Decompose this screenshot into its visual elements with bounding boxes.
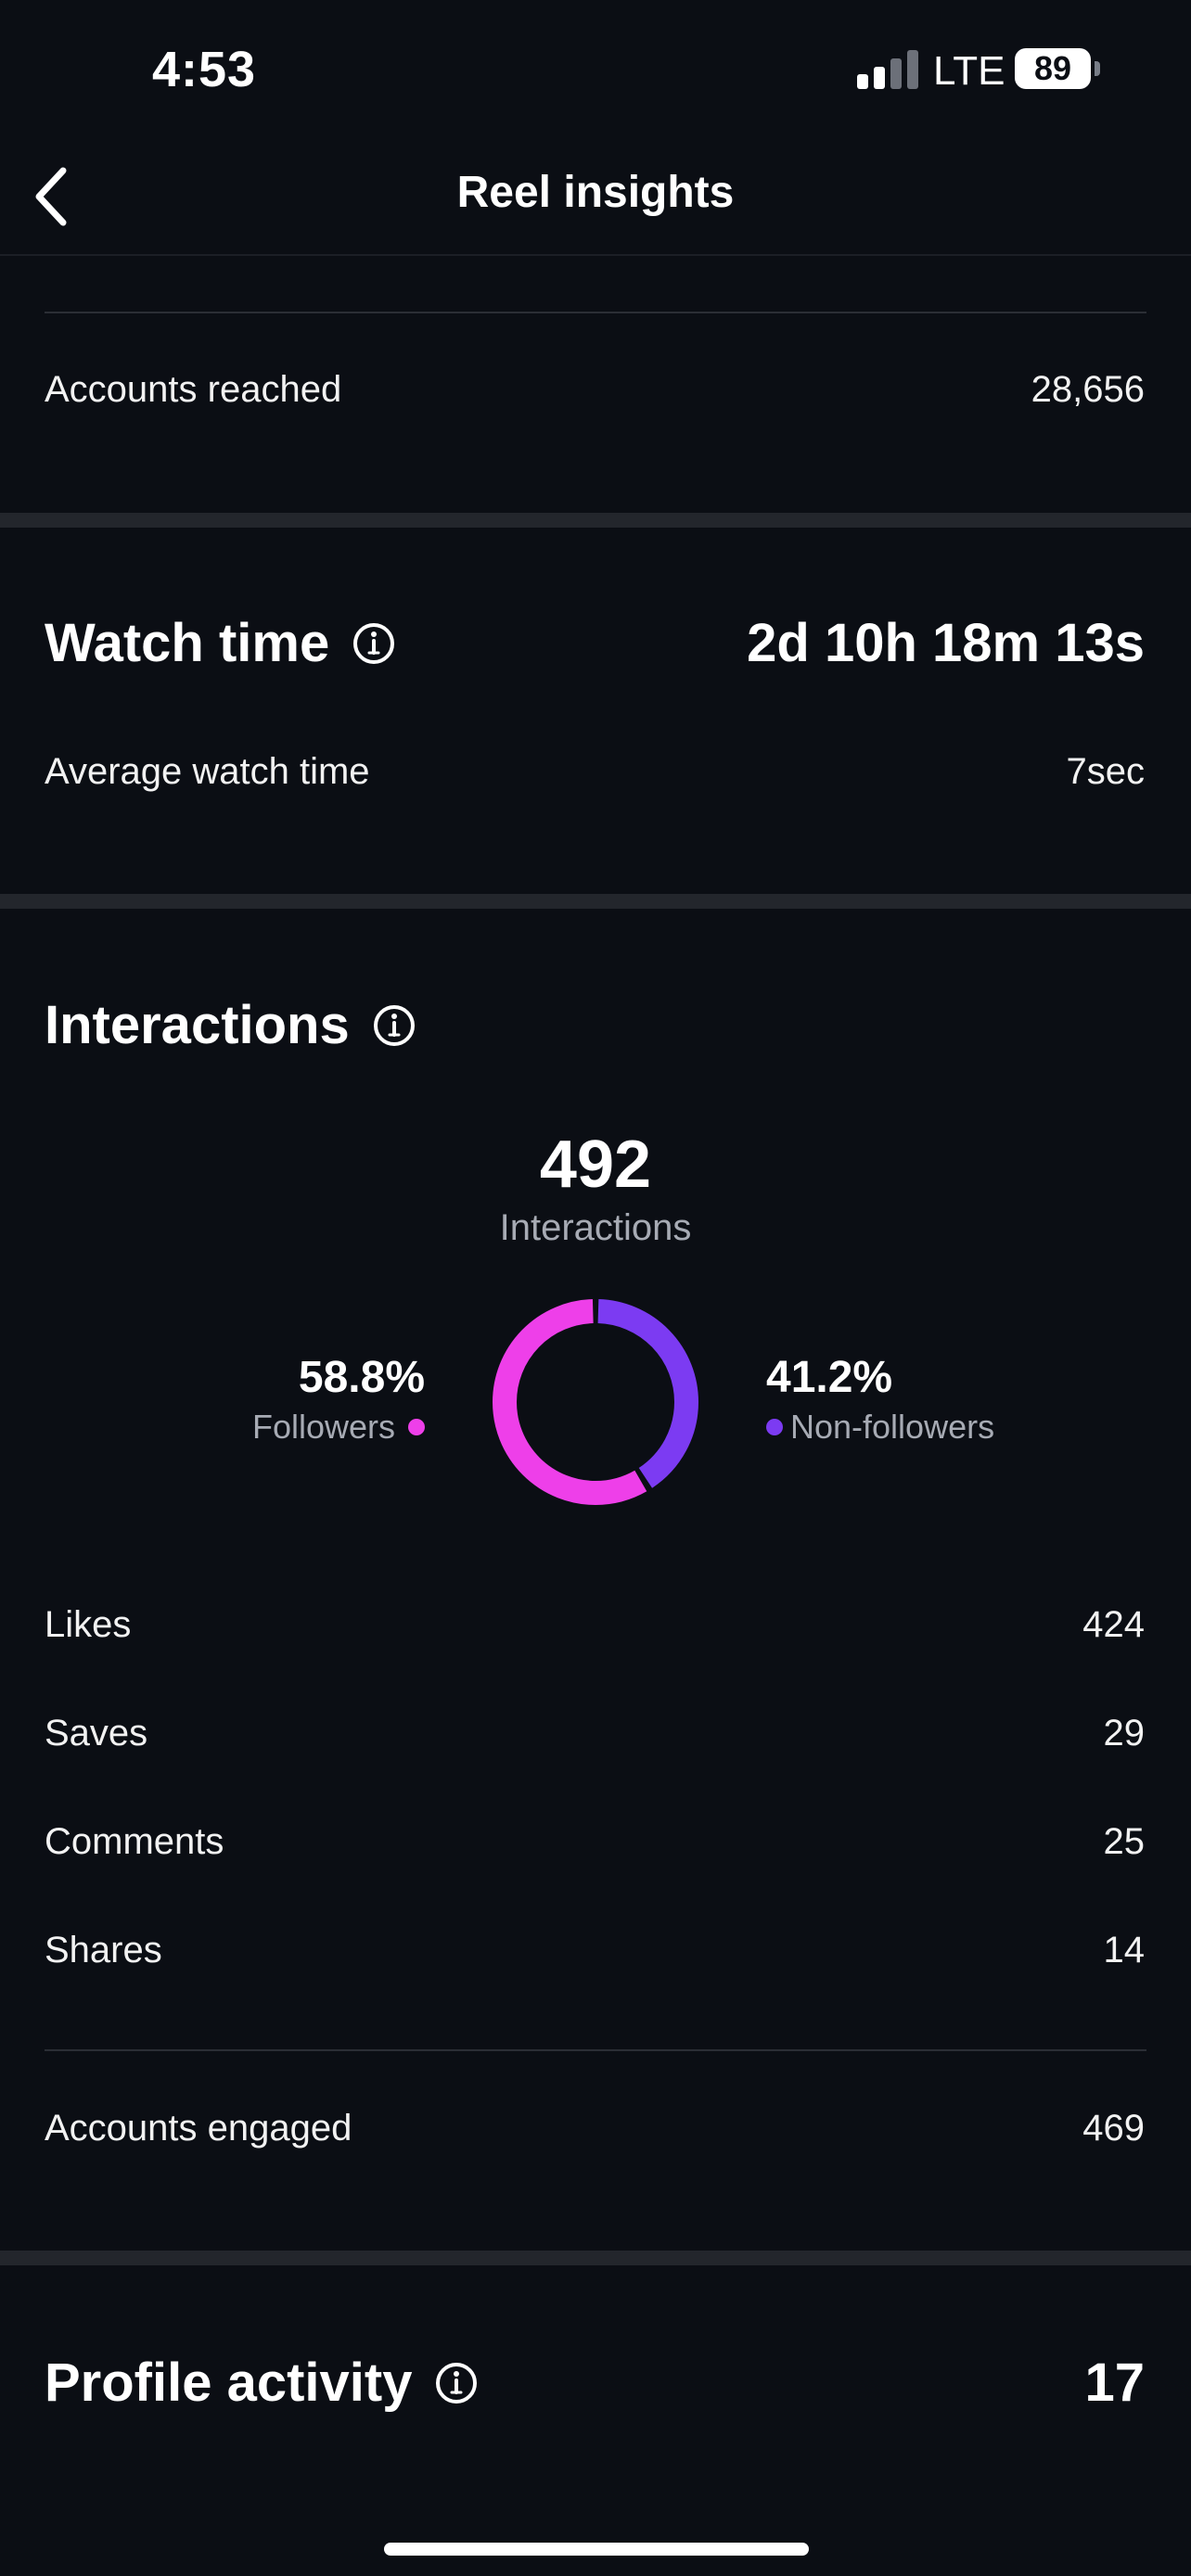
non-followers-legend: Non-followers xyxy=(766,1408,994,1447)
audience-donut-chart xyxy=(493,1299,698,1505)
average-watch-time-label: Average watch time xyxy=(45,751,370,792)
profile-activity-title-text: Profile activity xyxy=(45,2353,413,2413)
page-title: Reel insights xyxy=(456,168,735,217)
info-icon[interactable] xyxy=(434,2361,479,2405)
accounts-reached-label: Accounts reached xyxy=(45,369,342,410)
info-icon[interactable] xyxy=(352,621,396,666)
followers-percent: 58.8% xyxy=(298,1353,425,1402)
accounts-engaged-label: Accounts engaged xyxy=(45,2108,352,2149)
watch-time-title: Watch time xyxy=(45,612,396,674)
nav-header: Reel insights xyxy=(0,139,1191,256)
back-button[interactable] xyxy=(26,161,100,236)
interactions-title-text: Interactions xyxy=(45,995,350,1055)
comments-value: 25 xyxy=(1103,1821,1146,1862)
accounts-engaged-value: 469 xyxy=(1082,2108,1145,2149)
saves-value: 29 xyxy=(1103,1713,1146,1753)
followers-legend: Followers xyxy=(252,1408,425,1447)
status-time: 4:53 xyxy=(152,42,257,97)
divider xyxy=(45,2049,1146,2051)
likes-label: Likes xyxy=(45,1604,132,1645)
info-icon[interactable] xyxy=(372,1003,416,1048)
followers-dot-icon xyxy=(408,1419,425,1435)
battery-tip xyxy=(1095,61,1100,76)
battery-icon: 89 xyxy=(1015,48,1091,89)
non-followers-label: Non-followers xyxy=(790,1408,995,1446)
non-followers-dot-icon xyxy=(766,1419,783,1435)
comments-label: Comments xyxy=(45,1821,224,1862)
shares-value: 14 xyxy=(1103,1930,1146,1970)
accounts-reached-value: 28,656 xyxy=(1031,369,1145,410)
profile-activity-title: Profile activity xyxy=(45,2352,479,2414)
average-watch-time-value: 7sec xyxy=(1066,751,1146,792)
donut-followers-arc xyxy=(493,1299,698,1505)
section-separator xyxy=(0,894,1191,909)
cellular-signal-icon xyxy=(857,50,918,89)
interactions-title: Interactions xyxy=(45,994,416,1056)
shares-label: Shares xyxy=(45,1930,162,1970)
interactions-total: 492 xyxy=(539,1128,652,1202)
section-separator xyxy=(0,513,1191,528)
saves-label: Saves xyxy=(45,1713,148,1753)
watch-time-title-text: Watch time xyxy=(45,613,330,673)
donut-non-followers-arc xyxy=(493,1299,698,1505)
watch-time-value: 2d 10h 18m 13s xyxy=(747,613,1145,673)
divider xyxy=(45,312,1146,313)
non-followers-percent: 41.2% xyxy=(766,1353,893,1402)
likes-value: 424 xyxy=(1082,1604,1145,1645)
section-separator xyxy=(0,2251,1191,2265)
interactions-total-caption: Interactions xyxy=(499,1207,692,1248)
profile-activity-value: 17 xyxy=(1084,2353,1145,2413)
status-bar: 4:53 LTE 89 xyxy=(0,0,1191,139)
chevron-left-icon xyxy=(35,167,67,226)
home-indicator xyxy=(384,2543,809,2556)
network-type: LTE xyxy=(933,48,1005,94)
followers-label: Followers xyxy=(251,1408,395,1446)
